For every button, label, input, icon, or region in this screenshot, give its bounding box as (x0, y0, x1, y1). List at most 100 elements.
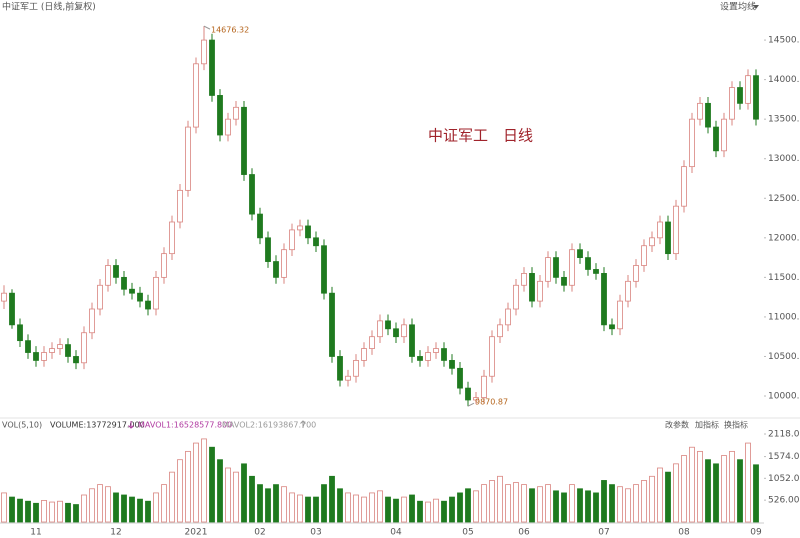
x-tick-label: 04 (390, 528, 402, 538)
candle-body (201, 39, 207, 65)
volume-bar (529, 488, 535, 523)
candle-body (657, 221, 663, 239)
volume-bar (609, 484, 615, 523)
volume-bar (65, 502, 71, 523)
volume-bar (753, 464, 759, 523)
candle-body (73, 356, 79, 364)
candle-body (241, 106, 247, 175)
down-arrow (128, 421, 134, 429)
candle-body (529, 273, 535, 302)
volume-bar (617, 486, 623, 523)
volume-bar (225, 467, 231, 523)
ma-menu[interactable]: 设置均线 (720, 1, 756, 13)
candle-body (457, 367, 463, 389)
volume-bar (169, 471, 175, 523)
candle-body (729, 87, 735, 120)
low-label: 9870.87 (475, 398, 508, 407)
candle-body (721, 118, 727, 152)
volume-bar (329, 475, 335, 523)
y-tick-label: 13500.0 (768, 115, 800, 125)
candle-body (177, 189, 183, 223)
volume-bar (289, 492, 295, 523)
candle-body (425, 352, 431, 361)
volume-bar (705, 459, 711, 523)
volume-bar (57, 500, 63, 523)
candle-body (193, 63, 199, 128)
candle-body (689, 118, 695, 168)
candle-body (377, 320, 383, 338)
volume-bar (241, 463, 247, 523)
volume-bar (113, 492, 119, 523)
volume-bar (545, 484, 551, 523)
chart-title: 中证军工 (日线,前复权) (2, 1, 96, 13)
candle-body (409, 324, 415, 357)
vol-tick-label: 526.00 (768, 496, 800, 506)
candle-body (97, 284, 103, 310)
volume-bar (25, 500, 31, 523)
candle-body (1, 292, 7, 302)
volume-bar (321, 484, 327, 523)
volume-bar (73, 504, 79, 523)
x-tick-label: 12 (110, 528, 121, 538)
volume-bar (553, 490, 559, 523)
volume-bar (585, 490, 591, 523)
vol-button[interactable]: 加指标 (695, 420, 719, 430)
candle-body (337, 356, 343, 381)
volume-bar (257, 484, 263, 523)
candle-body (441, 348, 447, 361)
candle-body (585, 257, 591, 270)
volume-bar (697, 450, 703, 523)
candle-body (257, 213, 263, 239)
volume-bar (129, 496, 135, 523)
candle-body (649, 237, 655, 247)
candle-body (753, 75, 759, 120)
volume-bar (345, 492, 351, 523)
candle-body (353, 360, 359, 377)
candle-body (369, 336, 375, 349)
volume-bar (9, 496, 15, 523)
volume-bar (417, 500, 423, 523)
candle-body (401, 324, 407, 338)
volume-bar (537, 486, 543, 523)
volume-bar (521, 484, 527, 523)
candle-body (625, 280, 631, 302)
volume-bar (593, 492, 599, 523)
volume-bar (657, 467, 663, 523)
volume-bar (105, 486, 111, 523)
candle-body (737, 87, 743, 104)
candle-body (553, 257, 559, 278)
candle-body (513, 284, 519, 310)
candle-body (593, 269, 599, 274)
candle-body (281, 249, 287, 278)
volume-bar (433, 498, 439, 523)
candle-body (161, 253, 167, 278)
vol-button[interactable]: 换指标 (724, 420, 748, 430)
x-tick-label: 05 (462, 528, 473, 538)
candle-body (545, 257, 551, 282)
volume-bar (49, 501, 55, 523)
candle-body (713, 126, 719, 152)
volume-bar (281, 486, 287, 523)
candle-body (49, 348, 55, 353)
volume-bar (161, 484, 167, 523)
volume-bar (89, 488, 95, 523)
candle-body (577, 249, 583, 258)
y-tick-label: 10500.0 (768, 352, 800, 362)
vol-indicator: MAVOL2:16193867.700 (222, 421, 316, 430)
x-tick-label: 03 (310, 528, 321, 538)
candle-body (113, 265, 119, 278)
candle-body (449, 360, 455, 369)
candle-body (145, 300, 151, 310)
vol-button[interactable]: 改参数 (665, 420, 689, 430)
candle-body (121, 276, 127, 290)
candle-body (89, 308, 95, 334)
candle-body (601, 273, 607, 326)
vol-indicator: MAVOL1:16528577.800 (138, 421, 232, 430)
vol-tick-label: 2118.00 (768, 430, 800, 440)
volume-bar (353, 494, 359, 523)
y-tick-label: 12000.0 (768, 233, 800, 243)
y-tick-label: 11500.0 (768, 273, 800, 283)
volume-bar (337, 488, 343, 523)
volume-bar (385, 496, 391, 523)
candle-body (641, 245, 647, 266)
